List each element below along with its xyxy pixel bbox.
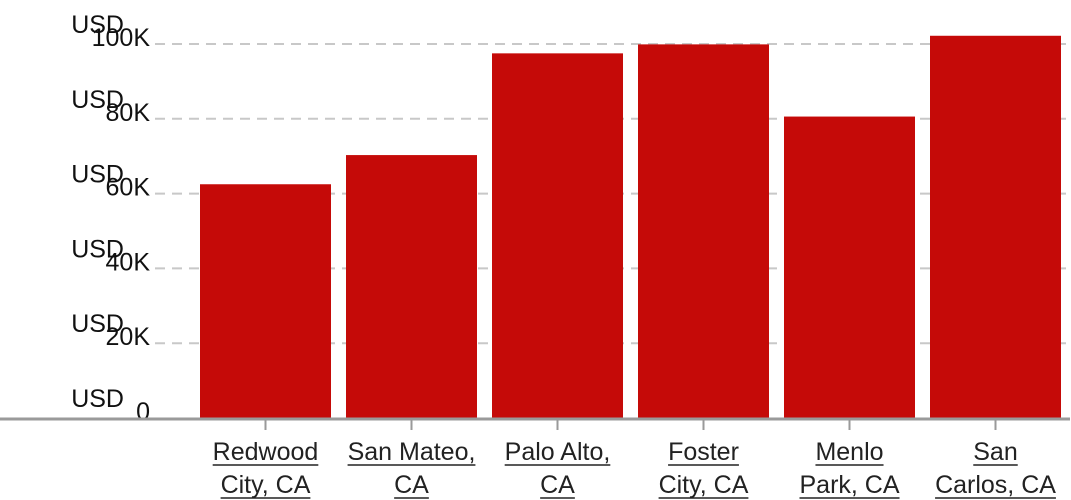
bar[interactable] — [200, 184, 331, 418]
x-tick-label[interactable]: San — [973, 438, 1017, 466]
x-tick-label[interactable]: Carlos, CA — [935, 471, 1056, 499]
bar[interactable] — [784, 116, 915, 418]
bar[interactable] — [930, 35, 1061, 418]
y-tick-label: 40K — [106, 248, 151, 276]
y-tick-prefix: USD — [71, 86, 124, 114]
x-tick-label[interactable]: City, CA — [221, 471, 311, 499]
x-tick-label[interactable]: Park, CA — [799, 471, 899, 499]
bar[interactable] — [638, 44, 769, 419]
x-tick-label[interactable]: City, CA — [659, 471, 749, 499]
x-tick-label[interactable]: San Mateo, — [348, 438, 476, 466]
bar[interactable] — [346, 155, 477, 418]
y-tick-prefix: USD — [71, 11, 124, 39]
y-tick-label: 0 — [136, 398, 150, 426]
y-tick-label: 80K — [106, 99, 151, 127]
x-tick-label[interactable]: Redwood — [213, 438, 319, 466]
y-tick-label: 20K — [106, 323, 151, 351]
x-tick-label[interactable]: CA — [540, 471, 575, 499]
x-tick-label[interactable]: Palo Alto, — [505, 438, 611, 466]
y-tick-prefix: USD — [71, 385, 124, 413]
bar[interactable] — [492, 53, 623, 418]
bars — [200, 35, 1061, 419]
x-tick-label[interactable]: Foster — [668, 438, 739, 466]
y-tick-prefix: USD — [71, 161, 124, 189]
y-tick-prefix: USD — [71, 310, 124, 338]
x-axis-ticks: Redwood City, CA San Mateo, CA Palo Alto, CA F… — [212, 420, 1056, 499]
x-tick-label[interactable]: Menlo — [815, 438, 883, 466]
y-tick-label: 100K — [92, 24, 151, 52]
x-tick-label[interactable]: CA — [394, 471, 429, 499]
y-tick-label: 60K — [106, 174, 151, 202]
y-tick-prefix: USD — [71, 235, 124, 263]
